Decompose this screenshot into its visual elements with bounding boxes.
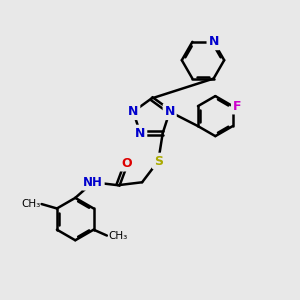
- Text: N: N: [135, 127, 146, 140]
- Text: S: S: [154, 154, 163, 168]
- Text: O: O: [121, 157, 131, 169]
- Text: N: N: [164, 105, 175, 118]
- Text: F: F: [233, 100, 241, 112]
- Text: CH₃: CH₃: [108, 231, 128, 241]
- Text: CH₃: CH₃: [21, 199, 40, 209]
- Text: NH: NH: [83, 176, 103, 189]
- Text: N: N: [128, 105, 139, 118]
- Text: N: N: [208, 35, 219, 48]
